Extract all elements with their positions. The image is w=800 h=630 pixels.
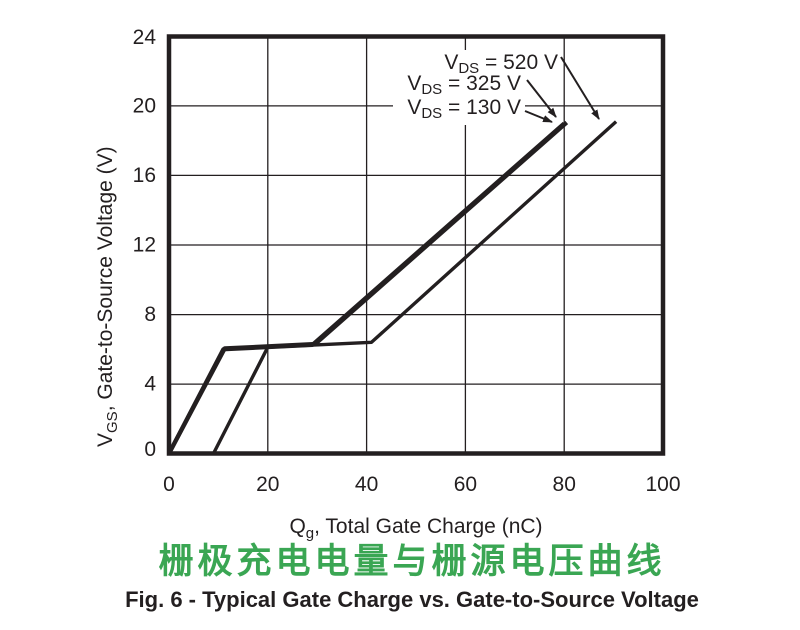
gate-charge-chart: VDS = 520 V VDS = 325 V VDS = 130 V 24 2… <box>94 26 681 542</box>
x-tick-label: 20 <box>256 473 279 496</box>
figure-title-chinese: 栅极充电电量与栅源电压曲线 <box>158 542 666 581</box>
y-tick-label: 20 <box>133 95 156 118</box>
annotation-label-vds-130: VDS = 130 V <box>407 96 521 122</box>
x-axis-title: Qg, Total Gate Charge (nC) <box>289 515 542 542</box>
annotation-arrow-520 <box>560 56 600 120</box>
curve-vds-520 <box>211 120 618 455</box>
y-tick-label: 24 <box>133 26 157 49</box>
annotation-label-vds-520: VDS = 520 V <box>444 51 558 77</box>
y-tick-labels: 24 20 16 12 8 4 0 <box>133 26 157 461</box>
annotation-label-vds-325: VDS = 325 V <box>407 72 521 98</box>
plot-frame <box>166 34 666 456</box>
annotation-bg-130 <box>393 100 525 125</box>
x-tick-label: 40 <box>355 473 378 496</box>
y-axis-title: VGS, Gate-to-Source Voltage (V) <box>94 146 121 447</box>
x-tick-label: 60 <box>454 473 477 496</box>
x-tick-labels: 0 20 40 60 80 100 <box>163 473 680 496</box>
y-tick-label: 4 <box>144 373 156 396</box>
annotation-arrow-325 <box>526 79 557 118</box>
annotation-bg-325 <box>393 74 525 100</box>
y-tick-label: 16 <box>133 164 156 187</box>
y-tick-label: 8 <box>144 303 156 326</box>
curves <box>167 120 618 455</box>
x-tick-label: 0 <box>163 473 175 496</box>
figure-caption: Fig. 6 - Typical Gate Charge vs. Gate-to… <box>125 587 699 612</box>
x-tick-label: 80 <box>553 473 576 496</box>
y-tick-label: 0 <box>144 438 156 461</box>
x-tick-label: 100 <box>645 473 680 496</box>
annotation-arrow-130 <box>524 110 553 123</box>
annotation-bg-520 <box>428 50 560 75</box>
y-tick-label: 12 <box>133 234 156 257</box>
